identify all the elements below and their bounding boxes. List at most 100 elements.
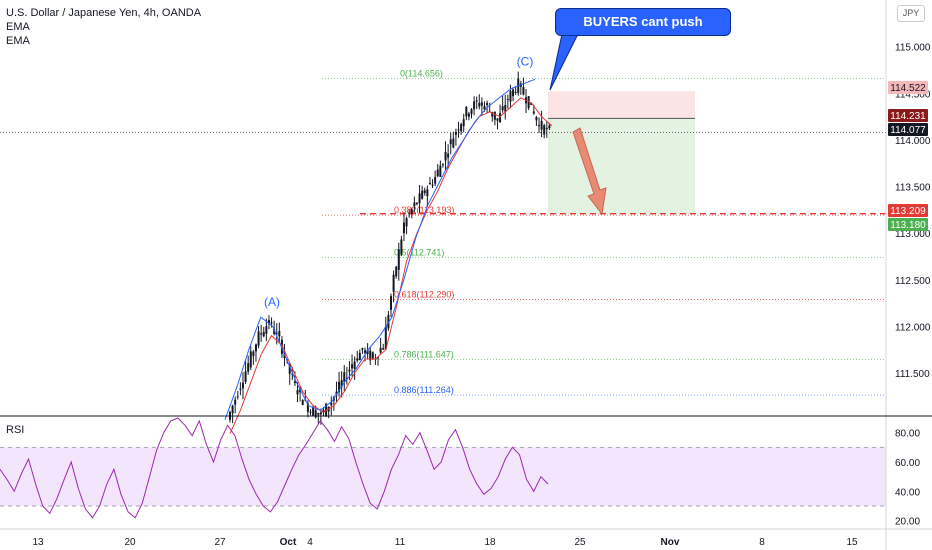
candle-body-28: [301, 400, 304, 406]
stop-loss-zone: [548, 91, 695, 119]
candle-body-73: [418, 193, 421, 204]
candle-body-48: [353, 361, 356, 369]
rsi-tick-1: 40.00: [895, 487, 920, 498]
candle-body-89: [460, 124, 463, 132]
fib-label-1: 0.382(113.193): [394, 205, 454, 215]
price-label-2: 114.077: [890, 125, 926, 136]
candle-body-121: [543, 125, 546, 135]
candle-body-117: [532, 111, 535, 114]
time-tick-6: 18: [484, 537, 496, 548]
time-tick-7: 25: [574, 537, 586, 548]
rsi-tick-3: 80.00: [895, 429, 920, 440]
candle-body-57: [377, 357, 380, 359]
fib-label-2: 0.5(112.741): [394, 247, 444, 257]
candle-body-113: [522, 87, 525, 95]
candle-body-119: [538, 125, 541, 127]
candle-body-36: [322, 409, 325, 413]
candle-body-60: [384, 326, 387, 350]
candle-body-58: [379, 347, 382, 353]
candle-body-23: [288, 363, 291, 374]
candle-body-12: [260, 333, 263, 335]
candle-body-122: [545, 127, 548, 130]
candle-body-10: [254, 344, 257, 352]
time-tick-10: 15: [846, 537, 858, 548]
time-tick-9: 8: [759, 537, 765, 548]
time-tick-2: 27: [214, 537, 226, 548]
candle-body-120: [540, 120, 543, 130]
fib-label-5: 0.886(111.264): [394, 385, 454, 395]
candle-body-55: [371, 352, 374, 359]
rsi-line: [0, 417, 549, 519]
candle-body-108: [509, 91, 512, 102]
price-tick-0: 111.500: [895, 369, 930, 380]
candle-body-64: [395, 266, 398, 277]
candle-body-46: [348, 369, 351, 372]
currency-button[interactable]: JPY: [897, 5, 925, 22]
candle-body-88: [457, 129, 460, 131]
candle-body-2: [234, 399, 237, 405]
candle-body-65: [397, 249, 400, 270]
candle-body-59: [382, 348, 385, 350]
candle-body-102: [493, 111, 496, 120]
candle-body-98: [483, 106, 486, 110]
candle-body-39: [330, 402, 333, 406]
candle-body-92: [467, 113, 470, 117]
time-tick-3: Oct: [280, 537, 297, 548]
candle-body-70: [410, 209, 413, 214]
candle-body-96: [478, 102, 481, 107]
symbol-title: U.S. Dollar / Japanese Yen, 4h, OANDA: [6, 7, 202, 19]
price-label-bg-3: [888, 204, 928, 217]
candle-body-53: [366, 349, 369, 355]
candle-body-93: [470, 109, 473, 114]
price-tick-2: 112.500: [895, 276, 931, 287]
ema-slow-line: [224, 78, 536, 420]
candle-body-7: [247, 363, 250, 372]
time-tick-8: Nov: [661, 537, 680, 548]
candle-body-19: [278, 330, 281, 337]
candle-body-95: [475, 100, 478, 102]
candle-body-35: [319, 412, 322, 415]
candle-body-80: [436, 169, 439, 177]
candle-body-107: [506, 98, 509, 100]
time-tick-1: 20: [124, 537, 136, 548]
ema-indicator-1[interactable]: EMA: [6, 21, 30, 33]
price-tick-5: 114.000: [895, 136, 931, 147]
time-tick-0: 13: [32, 537, 44, 548]
candle-body-104: [499, 113, 502, 123]
annotation-callout[interactable]: BUYERS cant push anymore: [555, 8, 731, 55]
candle-body-85: [449, 139, 452, 145]
candle-body-77: [428, 182, 431, 185]
candle-body-66: [400, 239, 403, 255]
candle-body-52: [364, 350, 367, 354]
candle-body-26: [296, 390, 299, 395]
candle-body-17: [273, 329, 276, 335]
candle-body-49: [356, 358, 359, 361]
candle-body-63: [392, 274, 395, 292]
candle-body-69: [408, 213, 411, 215]
candle-body-37: [325, 403, 328, 417]
down-arrow: [572, 127, 607, 216]
candle-body-72: [415, 202, 418, 204]
candle-body-61: [387, 314, 390, 329]
ema-indicator-2[interactable]: EMA: [6, 35, 30, 47]
candle-body-91: [465, 106, 468, 117]
take-profit-zone: [548, 118, 695, 214]
candle-body-94: [473, 101, 476, 110]
time-tick-5: 11: [395, 537, 406, 548]
candle-body-83: [444, 151, 447, 161]
candle-body-109: [512, 89, 515, 97]
candle-body-9: [252, 351, 255, 357]
candle-body-11: [257, 331, 260, 346]
fib-label-4: 0.786(111.647): [394, 349, 454, 359]
candle-body-106: [504, 105, 507, 112]
price-label-3: 113.209: [890, 206, 926, 217]
candle-body-4: [239, 388, 242, 390]
candle-body-54: [369, 350, 372, 361]
candle-body-76: [426, 189, 429, 197]
candle-body-3: [236, 396, 239, 398]
candle-body-68: [405, 218, 408, 227]
candle-body-6: [244, 371, 247, 382]
price-label-bg-0: [888, 81, 928, 94]
